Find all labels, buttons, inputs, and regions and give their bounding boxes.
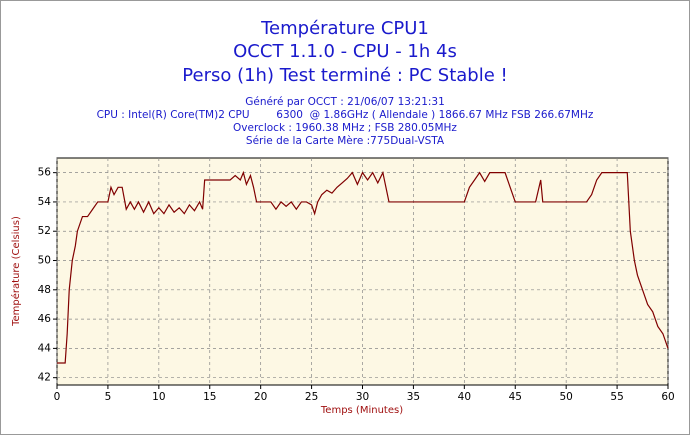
y-axis-label: Température (Celsius) — [10, 216, 22, 327]
x-tick-label: 5 — [105, 391, 112, 403]
x-tick-label: 35 — [407, 391, 420, 403]
x-tick-label: 55 — [610, 391, 623, 403]
y-tick-label: 52 — [38, 225, 51, 237]
x-tick-label: 40 — [458, 391, 471, 403]
y-tick-label: 42 — [38, 372, 51, 384]
y-tick-label: 46 — [38, 313, 52, 325]
info-line: Généré par OCCT : 21/06/07 13:21:31 — [245, 96, 445, 108]
y-tick-label: 44 — [38, 342, 52, 354]
x-tick-label: 15 — [203, 391, 216, 403]
chart-subtitle: OCCT 1.1.0 - CPU - 1h 4s — [233, 41, 457, 62]
x-tick-label: 45 — [509, 391, 522, 403]
x-tick-label: 50 — [559, 391, 572, 403]
chart-title: Température CPU1 — [260, 18, 429, 39]
x-tick-label: 60 — [661, 391, 674, 403]
y-tick-label: 50 — [38, 255, 51, 267]
y-tick-label: 56 — [38, 167, 52, 179]
y-tick-label: 54 — [38, 196, 52, 208]
temperature-line — [57, 170, 669, 364]
x-tick-label: 30 — [356, 391, 369, 403]
x-tick-label: 25 — [305, 391, 318, 403]
x-axis-label: Temps (Minutes) — [320, 405, 403, 416]
x-tick-label: 0 — [54, 391, 61, 403]
chart-status: Perso (1h) Test terminé : PC Stable ! — [182, 65, 507, 86]
info-line: CPU : Intel(R) Core(TM)2 CPU 6300 @ 1.86… — [97, 109, 594, 121]
info-line: Overclock : 1960.38 MHz ; FSB 280.05MHz — [233, 122, 457, 134]
y-tick-label: 48 — [38, 284, 51, 296]
x-tick-label: 20 — [254, 391, 267, 403]
x-tick-label: 10 — [152, 391, 165, 403]
info-line: Série de la Carte Mère :775Dual-VSTA — [246, 135, 445, 147]
